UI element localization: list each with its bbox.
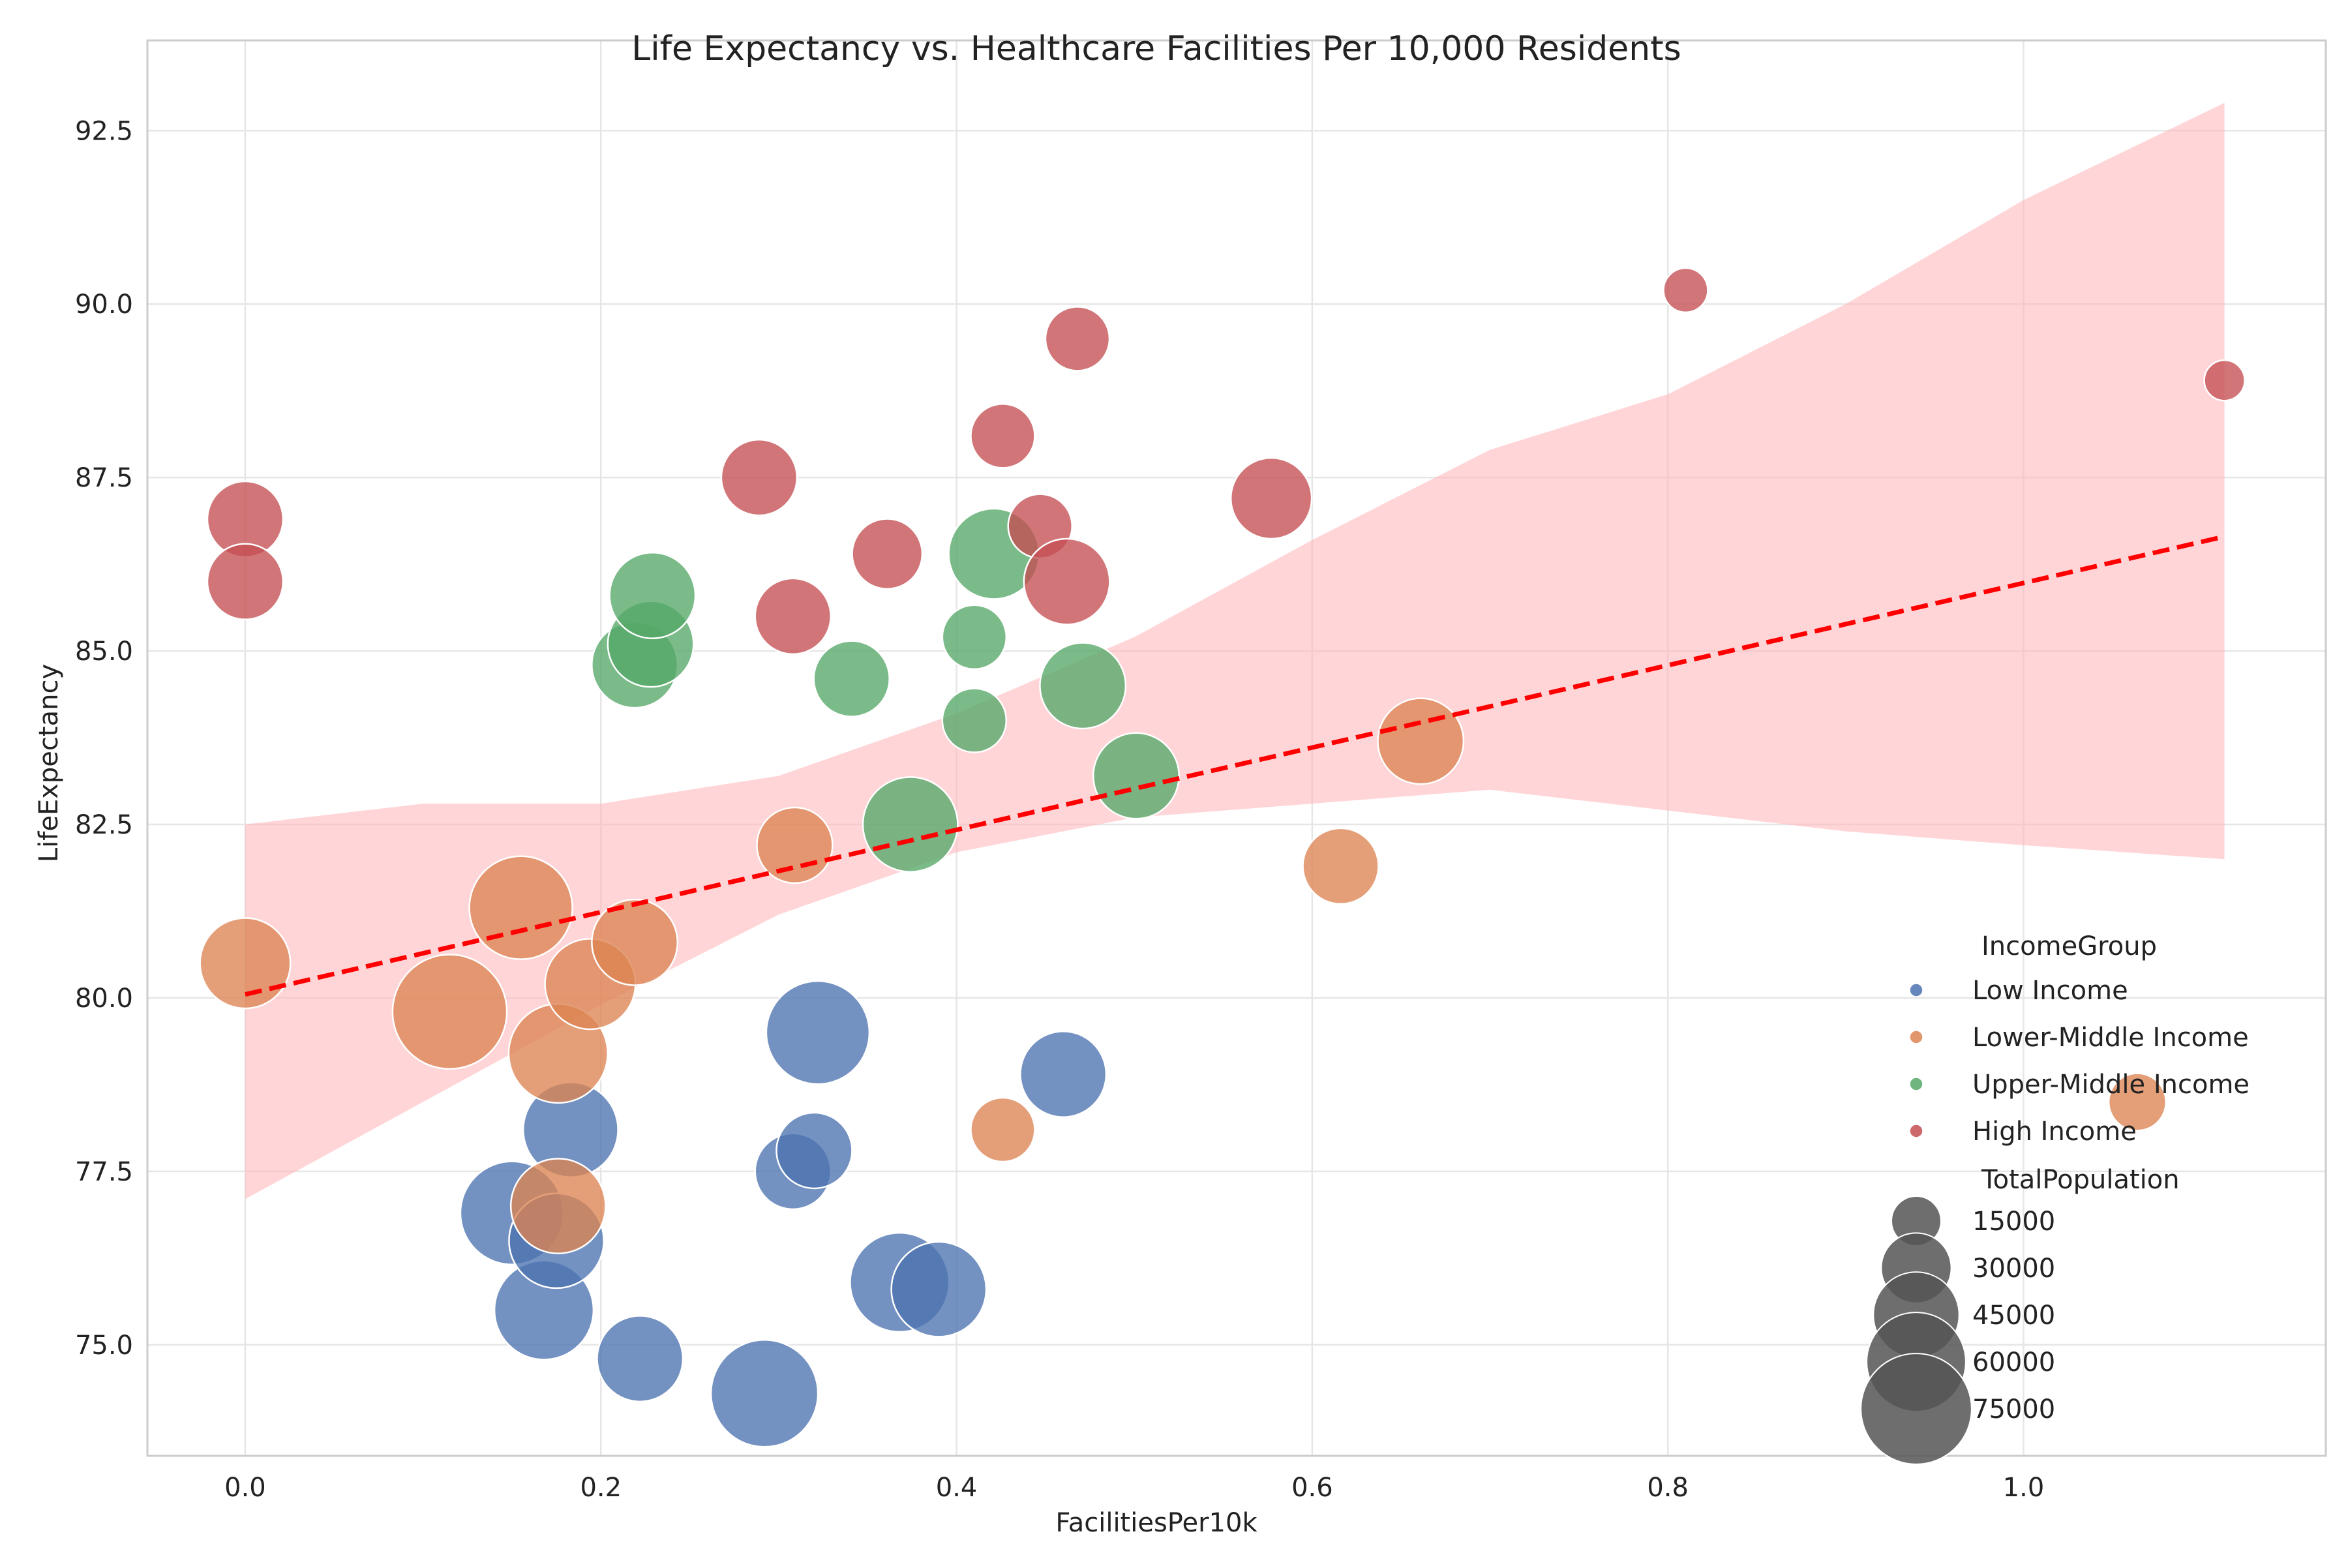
data-point-high-income	[1044, 306, 1111, 372]
legend-size-label: 75000	[1972, 1395, 2055, 1425]
data-point-lower-middle-income	[591, 898, 679, 986]
y-tick-label: 82.5	[75, 810, 133, 840]
legend-size-label: 60000	[1972, 1348, 2055, 1378]
y-tick-label: 92.5	[75, 116, 133, 146]
legend-size-label: 15000	[1972, 1207, 2055, 1237]
y-tick-label: 85.0	[75, 637, 133, 667]
x-tick-label: 0.8	[1647, 1473, 1689, 1503]
data-point-lower-middle-income	[199, 917, 292, 1010]
legend-hue-title: IncomeGroup	[1981, 931, 2157, 961]
data-point-low-income	[1019, 1030, 1107, 1118]
data-point-upper-middle-income	[862, 776, 959, 873]
y-tick-label: 90.0	[75, 290, 133, 320]
regression-line-group	[245, 534, 2225, 997]
y-axis-label: LifeExpectancy	[34, 664, 64, 862]
data-point-upper-middle-income	[1039, 642, 1127, 730]
data-point-high-income	[1023, 537, 1111, 626]
data-point-low-income	[890, 1241, 987, 1338]
x-tick-label: 0.6	[1291, 1473, 1333, 1503]
confidence-band-area	[245, 102, 2225, 1199]
plot-frame	[146, 39, 2327, 1457]
data-point-upper-middle-income	[941, 604, 1008, 671]
legend-marker	[1909, 1124, 1923, 1138]
data-point-high-income	[206, 543, 284, 620]
legend-marker	[1909, 1077, 1923, 1091]
legend-marker	[1909, 1030, 1923, 1044]
x-tick-label: 0.2	[580, 1473, 622, 1503]
x-tick-label: 0.0	[224, 1473, 266, 1503]
data-point-high-income	[720, 438, 798, 517]
data-point-high-income	[851, 518, 924, 590]
legend-label: Lower-Middle Income	[1972, 1023, 2249, 1053]
legend-size-label: 45000	[1972, 1301, 2055, 1331]
data-point-lower-middle-income	[509, 1158, 607, 1254]
legend-label: Low Income	[1972, 976, 2128, 1006]
x-tick-label: 1.0	[2003, 1473, 2045, 1503]
data-point-lower-middle-income	[1302, 827, 1379, 905]
y-axis-ticks: 75.0 77.5 80.0 82.5 85.0 87.5 90.0 92.5	[75, 116, 133, 1361]
y-tick-label: 87.5	[75, 463, 133, 493]
legend-size-title: TotalPopulation	[1981, 1165, 2180, 1195]
y-tick-label: 80.0	[75, 984, 133, 1014]
data-point-high-income	[970, 403, 1036, 469]
regression-line	[245, 534, 2225, 997]
chart-title: Life Expectancy vs. Healthcare Facilitie…	[631, 29, 1681, 68]
y-tick-label: 77.5	[75, 1157, 133, 1187]
data-point-upper-middle-income	[609, 551, 697, 639]
data-point-lower-middle-income	[970, 1096, 1036, 1163]
legend-label: High Income	[1972, 1117, 2137, 1147]
data-point-lower-middle-income	[391, 954, 508, 1070]
confidence-band	[245, 102, 2225, 1199]
legend-size-marker	[1860, 1353, 1972, 1465]
legend-size-label: 30000	[1972, 1254, 2055, 1284]
data-point-upper-middle-income	[941, 687, 1008, 753]
data-point-high-income	[2203, 359, 2246, 402]
legend: IncomeGroup Low Income Lower-Middle Income…	[1860, 931, 2250, 1465]
data-point-lower-middle-income	[1377, 697, 1465, 785]
data-point-low-income	[765, 980, 871, 1085]
x-axis-ticks: 0.0 0.2 0.4 0.6 0.8 1.0	[224, 1473, 2044, 1503]
data-point-lower-middle-income	[2107, 1072, 2167, 1132]
data-point-low-income	[596, 1315, 684, 1403]
legend-marker	[1909, 983, 1923, 997]
data-point-upper-middle-income	[1092, 732, 1180, 820]
x-axis-label: FacilitiesPer10k	[1055, 1508, 1257, 1538]
data-point-high-income	[754, 577, 832, 656]
legend-label: Upper-Middle Income	[1972, 1070, 2250, 1100]
data-point-low-income	[775, 1111, 853, 1190]
data-point-high-income	[1663, 267, 1709, 314]
y-tick-label: 75.0	[75, 1331, 133, 1361]
data-point-low-income	[710, 1339, 819, 1448]
data-point-upper-middle-income	[813, 640, 890, 717]
x-tick-label: 0.4	[936, 1473, 978, 1503]
data-point-high-income	[1229, 457, 1313, 540]
data-point-lower-middle-income	[468, 855, 573, 960]
